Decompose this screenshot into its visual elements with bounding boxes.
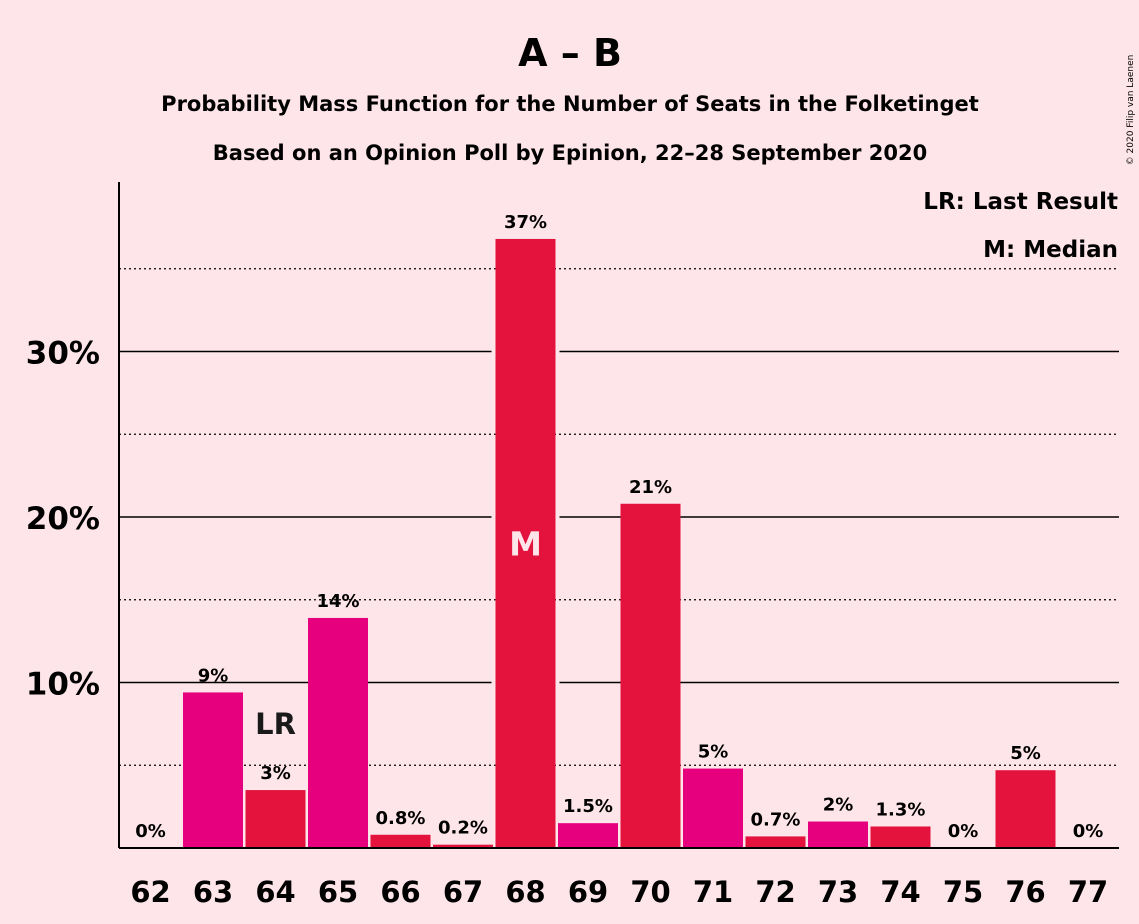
last-result-marker: LR — [255, 707, 296, 741]
bar — [433, 844, 493, 848]
x-tick-label: 70 — [630, 875, 670, 909]
bar — [495, 238, 556, 848]
gridline-gap — [491, 349, 496, 354]
bar-value-label: 0% — [135, 821, 166, 842]
x-tick-label: 68 — [505, 875, 545, 909]
x-tick-label: 72 — [755, 875, 795, 909]
bar-value-label: 0.7% — [751, 809, 801, 830]
chart-title: A – B — [518, 31, 622, 75]
bar — [808, 821, 868, 848]
bar — [183, 692, 243, 848]
bar — [995, 770, 1056, 848]
bar-value-label: 0% — [1073, 821, 1104, 842]
y-axis-ticks: 10% 20% 30% — [26, 336, 100, 703]
chart-source: Based on an Opinion Poll by Epinion, 22–… — [213, 141, 927, 165]
bar — [308, 617, 368, 848]
x-tick-label: 75 — [943, 875, 983, 909]
y-tick-label: 30% — [26, 336, 100, 372]
x-tick-label: 73 — [818, 875, 858, 909]
x-tick-label: 71 — [693, 875, 733, 909]
x-tick-label: 76 — [1005, 875, 1045, 909]
x-axis-ticks: 62 63 64 65 66 67 68 69 70 71 72 73 74 75 76 77 — [130, 875, 1108, 909]
bar — [870, 826, 931, 848]
bar-value-label: 9% — [198, 665, 229, 686]
chart-subtitle: Probability Mass Function for the Number… — [161, 92, 979, 116]
bar-value-label: 1.5% — [563, 796, 613, 817]
bar-value-label: 0.2% — [438, 818, 488, 839]
x-tick-label: 62 — [130, 875, 170, 909]
gridline-gap — [555, 349, 560, 354]
bar-value-label: 14% — [316, 591, 359, 612]
gridline-gap — [555, 680, 560, 685]
bar — [683, 768, 743, 848]
x-tick-label: 69 — [568, 875, 608, 909]
bar — [370, 834, 431, 848]
value-labels: 0% 9% 3% LR 14% 0.8% 0.2% 37% M 1.5% 21% 5% 0.7% 2% 1.… — [135, 212, 1103, 842]
x-tick-label: 74 — [880, 875, 920, 909]
bar-value-label: 0% — [948, 821, 979, 842]
copyright-notice: © 2020 Filip van Laenen — [1126, 55, 1136, 166]
gridline-gap — [555, 515, 560, 519]
bar — [245, 790, 306, 848]
x-tick-label: 65 — [318, 875, 358, 909]
legend-median: M: Median — [983, 237, 1118, 263]
median-marker: M — [509, 524, 542, 563]
gridlines — [119, 268, 1119, 766]
bar-value-label: 3% — [260, 763, 291, 784]
bar — [558, 823, 618, 848]
x-tick-label: 77 — [1068, 875, 1108, 909]
bar-value-label: 5% — [698, 742, 729, 763]
bar — [745, 836, 806, 848]
bar-value-label: 21% — [629, 477, 672, 498]
bar — [620, 503, 681, 848]
bar-value-label: 0.8% — [376, 808, 426, 829]
bar-value-label: 2% — [823, 795, 854, 816]
bar-value-label: 5% — [1010, 743, 1041, 764]
y-tick-label: 10% — [26, 667, 100, 703]
x-tick-label: 66 — [380, 875, 420, 909]
y-tick-label: 20% — [26, 501, 100, 537]
x-tick-label: 64 — [255, 875, 295, 909]
gridline-gap — [491, 680, 496, 685]
x-tick-label: 67 — [443, 875, 483, 909]
bar-value-label: 37% — [504, 212, 547, 233]
x-tick-label: 63 — [193, 875, 233, 909]
legend-last-result: LR: Last Result — [923, 189, 1118, 215]
bar-value-label: 1.3% — [876, 799, 926, 820]
gridline-gap — [491, 515, 496, 519]
bars — [183, 238, 1056, 848]
